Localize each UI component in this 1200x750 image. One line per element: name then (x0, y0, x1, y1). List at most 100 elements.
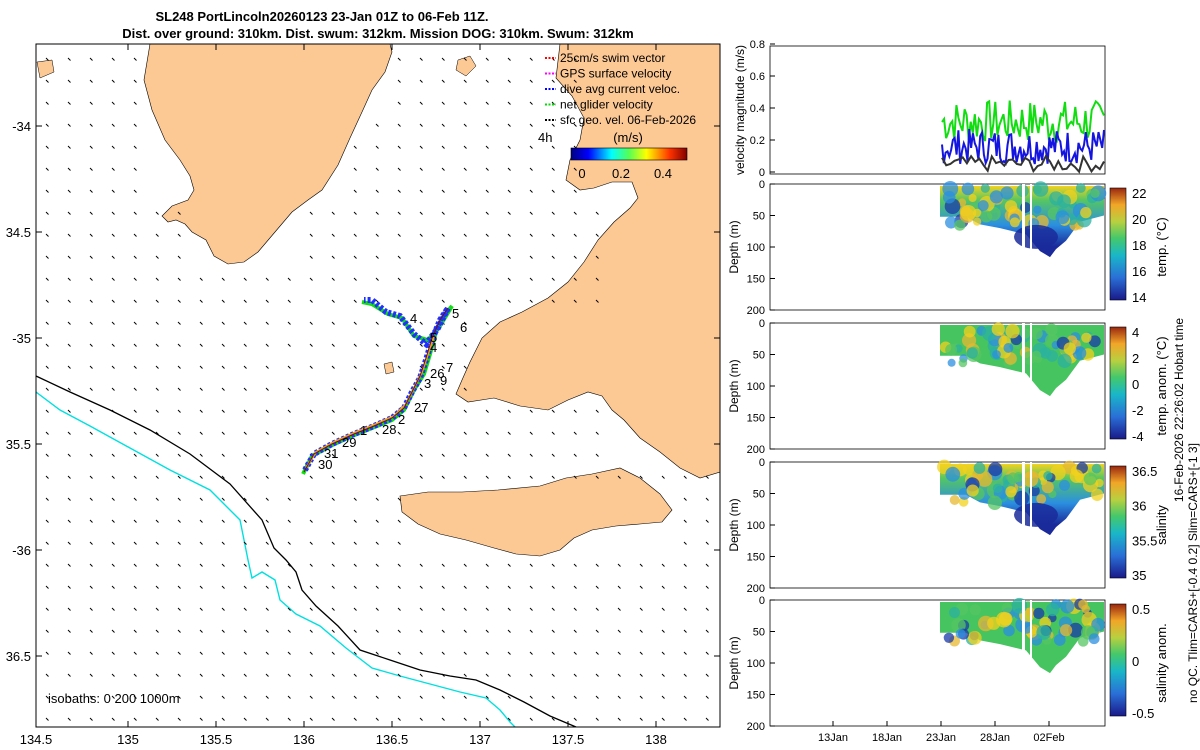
surface-velocity-arrow (551, 475, 555, 479)
surface-velocity-arrow (155, 717, 159, 721)
surface-velocity-arrow (529, 299, 533, 303)
isobath-1000m (36, 391, 516, 727)
surface-velocity-arrow (287, 299, 291, 303)
surface-velocity-arrow (573, 277, 577, 281)
surface-velocity-arrow (529, 607, 533, 611)
surface-velocity-arrow (89, 387, 93, 391)
surface-velocity-arrow (199, 519, 203, 523)
depth-tick-label: 0 (759, 595, 765, 607)
surface-velocity-arrow (45, 607, 49, 611)
surface-velocity-arrow (529, 211, 533, 215)
surface-velocity-arrow (595, 585, 599, 589)
surface-velocity-arrow (529, 145, 533, 149)
profile-cell (1091, 463, 1102, 474)
surface-velocity-arrow (551, 695, 555, 699)
surface-velocity-arrow (177, 475, 181, 479)
surface-velocity-arrow (199, 299, 203, 303)
surface-velocity-arrow (551, 453, 555, 457)
surface-velocity-arrow (199, 673, 203, 677)
surface-velocity-arrow (639, 475, 643, 479)
profile-cell (1045, 602, 1060, 617)
surface-velocity-arrow (243, 519, 247, 523)
day-label: 30 (318, 457, 332, 472)
surface-velocity-arrow (419, 211, 423, 215)
surface-velocity-arrow (67, 277, 71, 281)
surface-velocity-arrow (375, 497, 379, 501)
profile-cell (1036, 494, 1047, 504)
surface-velocity-arrow (45, 475, 49, 479)
surface-velocity-arrow (133, 299, 137, 303)
depth-tick-label: 50 (753, 211, 765, 223)
surface-velocity-arrow (617, 563, 621, 567)
surface-velocity-arrow (111, 651, 115, 655)
surface-velocity-arrow (375, 211, 379, 215)
surface-velocity-arrow (133, 695, 137, 699)
surface-velocity-arrow (287, 695, 291, 699)
legend-label: net glider velocity (560, 98, 653, 112)
surface-velocity-arrow (573, 563, 577, 567)
isobath-200m (36, 375, 577, 727)
profile-cell (949, 495, 960, 505)
profile-cell (1083, 472, 1097, 486)
surface-velocity-arrow (375, 607, 379, 611)
title-line-2: Dist. over ground: 310km. Dist. swum: 31… (122, 26, 634, 41)
profile-cell (1060, 624, 1073, 637)
surface-velocity-arrow (177, 453, 181, 457)
surface-velocity-arrow (639, 585, 643, 589)
surface-velocity-arrow (309, 387, 313, 391)
surface-velocity-arrow (199, 695, 203, 699)
surface-velocity-arrow (705, 717, 709, 721)
surface-velocity-arrow (353, 343, 357, 347)
surface-velocity-arrow (331, 695, 335, 699)
surface-velocity-arrow (661, 585, 665, 589)
surface-velocity-arrow (397, 123, 401, 127)
surface-velocity-arrow (111, 167, 115, 171)
colorbar-tick-label: 36.5 (1132, 464, 1157, 479)
lon-tick-label: 136.5 (376, 732, 409, 747)
surface-velocity-arrow (243, 497, 247, 501)
surface-velocity-arrow (353, 233, 357, 237)
surface-velocity-arrow (45, 717, 49, 721)
surface-velocity-arrow (221, 475, 225, 479)
surface-velocity-arrow (507, 563, 511, 567)
profile-cell (1091, 488, 1104, 501)
colorbar-tick-label: 20 (1132, 212, 1146, 227)
surface-velocity-arrow (419, 651, 423, 655)
surface-velocity-arrow (287, 409, 291, 413)
surface-velocity-arrow (353, 277, 357, 281)
surface-velocity-arrow (375, 453, 379, 457)
surface-velocity-arrow (287, 519, 291, 523)
surface-velocity-arrow (89, 79, 93, 83)
colorbar (1109, 187, 1127, 301)
day-label: 6 (460, 320, 467, 335)
colorbar-tick-label: 0 (1132, 654, 1139, 669)
surface-velocity-arrow (397, 453, 401, 457)
surface-velocity-arrow (397, 299, 401, 303)
surface-velocity-arrow (595, 475, 599, 479)
surface-velocity-arrow (111, 343, 115, 347)
surface-velocity-arrow (551, 299, 555, 303)
surface-velocity-arrow (419, 167, 423, 171)
profile-cell (967, 631, 982, 645)
surface-velocity-arrow (485, 167, 489, 171)
surface-velocity-arrow (683, 695, 687, 699)
surface-velocity-arrow (441, 475, 445, 479)
profile-cell (989, 190, 1003, 204)
surface-velocity-arrow (353, 563, 357, 567)
map-frame (35, 43, 721, 728)
surface-velocity-arrow (397, 211, 401, 215)
profile-cell (961, 182, 975, 196)
profile-cell (992, 350, 1001, 359)
surface-velocity-arrow (617, 673, 621, 677)
surface-velocity-arrow (177, 563, 181, 567)
surface-velocity-arrow (155, 585, 159, 589)
surface-velocity-arrow (441, 717, 445, 721)
surface-velocity-arrow (485, 145, 489, 149)
surface-velocity-arrow (45, 211, 49, 215)
land-islet (383, 361, 395, 375)
colorbar (1109, 465, 1127, 579)
colorbar-tick-label: 4 (1132, 325, 1139, 340)
day-label: 4 (410, 311, 417, 326)
surface-velocity-arrow (221, 585, 225, 589)
surface-velocity-arrow (199, 475, 203, 479)
